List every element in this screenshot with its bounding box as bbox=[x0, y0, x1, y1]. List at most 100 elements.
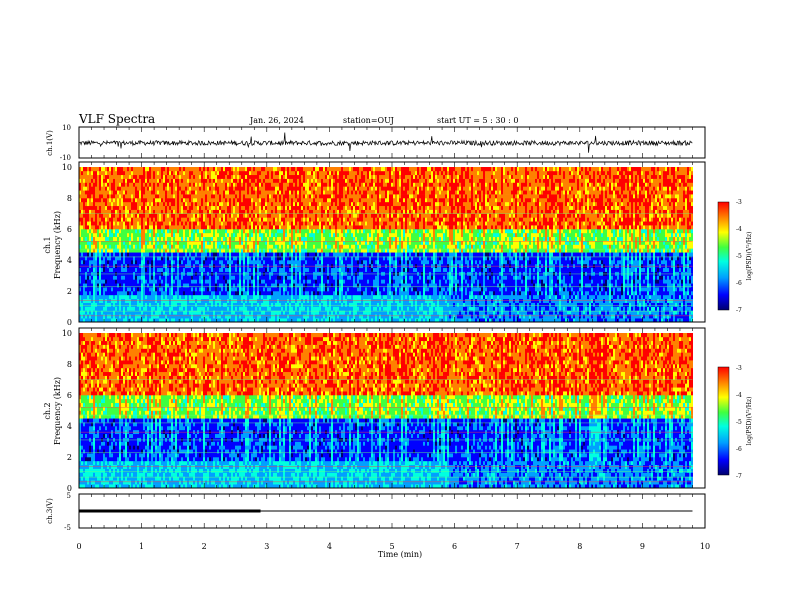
spectrogram-cell bbox=[301, 232, 304, 238]
spectrogram-cell bbox=[139, 283, 142, 288]
spectrogram-cell bbox=[277, 275, 280, 280]
spectrogram-cell bbox=[313, 294, 316, 300]
spectrogram-cell bbox=[267, 232, 270, 238]
spectrogram-cell bbox=[309, 217, 312, 222]
spectrogram-cell bbox=[217, 229, 220, 234]
spectrogram-cell bbox=[135, 186, 138, 191]
spectrogram-cell bbox=[155, 229, 158, 234]
spectrogram-cell bbox=[293, 298, 296, 303]
spectrogram-cell bbox=[313, 314, 316, 319]
spectrogram-cell bbox=[239, 306, 242, 311]
spectrogram-cell bbox=[163, 198, 166, 203]
spectrogram-cell bbox=[307, 170, 310, 176]
spectrogram-cell bbox=[267, 201, 270, 207]
spectrogram-cell bbox=[247, 178, 250, 183]
spectrogram-cell bbox=[173, 178, 176, 183]
spectrogram-cell bbox=[109, 306, 112, 311]
spectrogram-cell bbox=[129, 194, 132, 199]
spectrogram-cell bbox=[269, 205, 272, 210]
spectrogram-cell bbox=[105, 213, 108, 218]
spectrogram-cell bbox=[301, 205, 304, 210]
spectrogram-cell bbox=[255, 291, 258, 296]
spectrogram-cell bbox=[123, 318, 126, 322]
spectrogram-cell bbox=[255, 182, 258, 187]
spectrogram-cell bbox=[205, 244, 208, 249]
spectrogram-cell bbox=[175, 252, 178, 257]
spectrogram-cell bbox=[195, 314, 198, 319]
spectrogram-cell bbox=[235, 252, 238, 257]
spectrogram-cell bbox=[313, 232, 316, 238]
spectrogram-cell bbox=[271, 221, 274, 226]
spectrogram-cell bbox=[179, 291, 182, 296]
spectrogram-cell bbox=[293, 314, 296, 319]
spectrogram-cell bbox=[137, 229, 140, 234]
spectrogram-cell bbox=[101, 213, 104, 218]
spectrogram-cell bbox=[187, 217, 190, 222]
spectrogram-cell bbox=[151, 267, 154, 272]
spectrogram-cell bbox=[229, 229, 232, 234]
spectrogram-cell bbox=[111, 232, 114, 238]
spectrogram-cell bbox=[297, 248, 300, 253]
spectrogram-cell bbox=[223, 298, 226, 303]
spectrogram-cell bbox=[247, 225, 250, 230]
spectrogram-cell bbox=[277, 190, 280, 195]
spectrogram-cell bbox=[217, 287, 220, 292]
spectrogram-cell bbox=[267, 174, 270, 179]
spectrogram-cell bbox=[247, 201, 250, 207]
spectrogram-cell bbox=[169, 205, 172, 210]
spectrogram-cell bbox=[315, 275, 318, 280]
spectrogram-cell bbox=[293, 256, 296, 261]
spectrogram-cell bbox=[235, 283, 238, 288]
spectrogram-cell bbox=[205, 283, 208, 288]
spectrogram-cell bbox=[171, 186, 174, 191]
spectrogram-cell bbox=[199, 248, 202, 253]
spectrogram-cell bbox=[83, 302, 86, 307]
spectrogram-cell bbox=[143, 229, 146, 234]
spectrogram-cell bbox=[113, 283, 116, 288]
spectrogram-cell bbox=[129, 306, 132, 311]
spectrogram-cell bbox=[213, 260, 216, 265]
spectrogram-cell bbox=[309, 221, 312, 226]
spectrogram-cell bbox=[269, 167, 272, 172]
spectrogram-cell bbox=[97, 190, 100, 195]
spectrogram-cell bbox=[183, 240, 186, 245]
spectrogram-cell bbox=[235, 232, 238, 238]
spectrogram-cell bbox=[195, 283, 198, 288]
spectrogram-cell bbox=[307, 236, 310, 241]
spectrogram-cell bbox=[285, 287, 288, 292]
spectrogram-cell bbox=[257, 232, 260, 238]
spectrogram-cell bbox=[81, 229, 84, 234]
spectrogram-cell bbox=[193, 209, 196, 214]
spectrogram-cell bbox=[161, 306, 164, 311]
spectrogram-cell bbox=[227, 221, 230, 226]
spectrogram-cell bbox=[197, 283, 200, 288]
spectrogram-cell bbox=[319, 256, 322, 261]
spectrogram-cell bbox=[123, 225, 126, 230]
spectrogram-cell bbox=[203, 178, 206, 183]
spectrogram-cell bbox=[177, 275, 180, 280]
spectrogram-cell bbox=[115, 225, 118, 230]
spectrogram-cell bbox=[265, 244, 268, 249]
spectrogram-cell bbox=[231, 178, 234, 183]
spectrogram-cell bbox=[185, 275, 188, 280]
spectrogram-cell bbox=[269, 213, 272, 218]
spectrogram-cell bbox=[241, 310, 244, 315]
spectrogram-cell bbox=[303, 260, 306, 265]
spectrogram-cell bbox=[249, 205, 252, 210]
spectrogram-cell bbox=[187, 287, 190, 292]
spectrogram-cell bbox=[267, 217, 270, 222]
spectrogram-cell bbox=[235, 256, 238, 261]
spectrogram-cell bbox=[85, 229, 88, 234]
spectrogram-cell bbox=[125, 302, 128, 307]
spectrogram-cell bbox=[299, 240, 302, 245]
spectrogram-cell bbox=[225, 279, 228, 284]
spectrogram-cell bbox=[163, 209, 166, 214]
spectrogram-cell bbox=[129, 248, 132, 253]
spectrogram-cell bbox=[213, 236, 216, 241]
spectrogram-cell bbox=[225, 275, 228, 280]
spectrogram-cell bbox=[253, 209, 256, 214]
spectrogram-cell bbox=[239, 167, 242, 172]
spectrogram-cell bbox=[145, 310, 148, 315]
spectrogram-cell bbox=[87, 306, 90, 311]
spectrogram-cell bbox=[243, 170, 246, 176]
